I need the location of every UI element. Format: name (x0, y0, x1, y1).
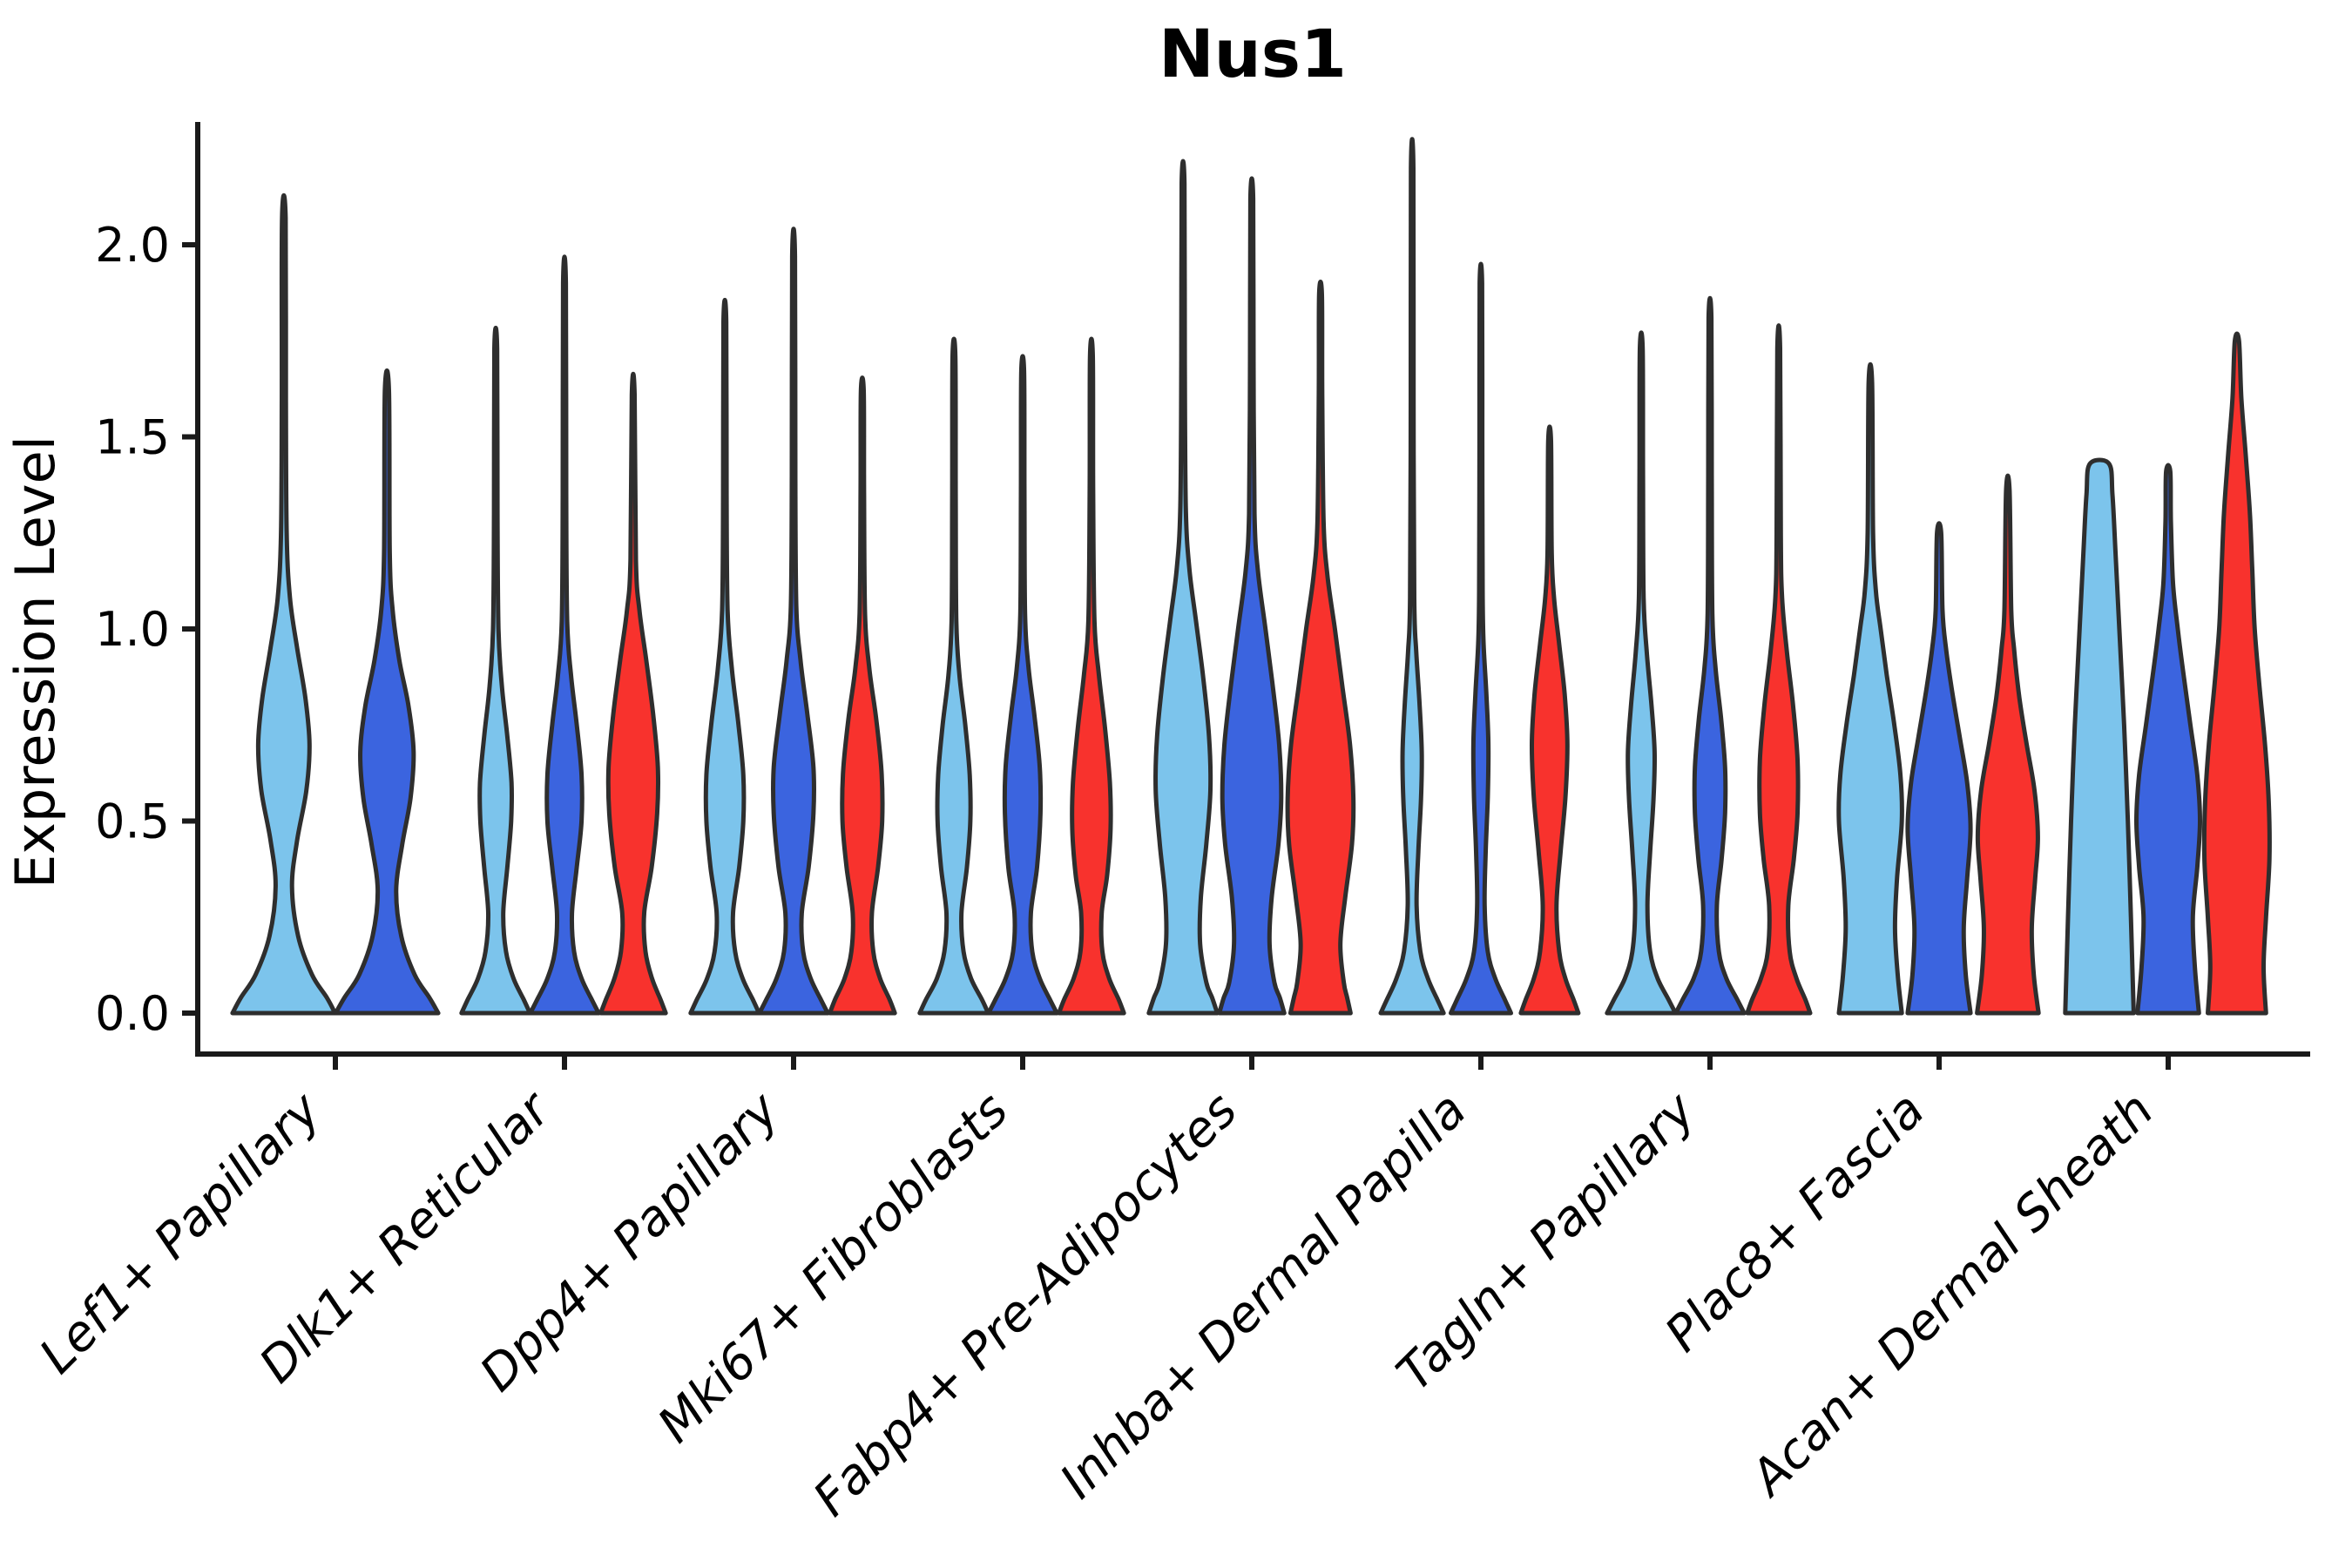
violin-lef1-papillary-dark_blue (333, 368, 441, 1016)
y-tick-label: 2.0 (95, 218, 170, 273)
violin-mki67-fibroblasts-light_blue (917, 336, 990, 1016)
violin-fabp4-pre-adipocytes-dark_blue (1217, 176, 1287, 1016)
violin-mki67-fibroblasts-dark_blue (986, 354, 1059, 1016)
x-tick-label-inhba-dermal-papilla: Inhba+ Dermal Papilla (1050, 1082, 1477, 1510)
chart-title: Nus1 (1159, 15, 1347, 92)
violin-tagln-papillary-red (1745, 323, 1813, 1016)
violin-plac8-fascia-dark_blue (1905, 521, 1973, 1016)
violin-acan-dermal-sheath-red (2201, 331, 2272, 1016)
violin-inhba-dermal-papilla-light_blue (1378, 137, 1446, 1016)
violin-acan-dermal-sheath-light_blue (2063, 457, 2136, 1016)
violin-fabp4-pre-adipocytes-red (1285, 279, 1356, 1016)
y-tick-label: 1.5 (95, 410, 170, 465)
violin-dlk1-reticular-light_blue (459, 326, 532, 1016)
violin-plac8-fascia-light_blue (1836, 362, 1904, 1016)
plot-area (230, 137, 2272, 1016)
violin-tagln-papillary-light_blue (1605, 330, 1678, 1016)
violin-dpp4-papillary-dark_blue (757, 226, 830, 1016)
violin-acan-dermal-sheath-dark_blue (2134, 463, 2202, 1016)
x-tick-label-acan-dermal-sheath: Acan+ Dermal Sheath (1739, 1082, 2165, 1508)
violin-lef1-papillary-light_blue (230, 193, 338, 1016)
violin-inhba-dermal-papilla-red (1518, 424, 1581, 1016)
y-tick-label: 1.0 (95, 602, 170, 657)
violin-dpp4-papillary-red (828, 375, 897, 1016)
y-tick-label: 0.0 (95, 986, 170, 1041)
violin-mki67-fibroblasts-red (1057, 336, 1126, 1016)
violin-fabp4-pre-adipocytes-light_blue (1146, 159, 1220, 1016)
y-axis-label: Expression Level (3, 436, 67, 889)
violin-dpp4-papillary-light_blue (688, 298, 761, 1016)
violin-tagln-papillary-dark_blue (1673, 295, 1747, 1016)
violin-dlk1-reticular-dark_blue (528, 254, 601, 1016)
violin-plac8-fascia-red (1975, 473, 2041, 1016)
x-tick-label-fabp4-pre-adipocytes: Fabp4+ Pre-Adipocytes (803, 1082, 1248, 1527)
violin-dlk1-reticular-red (598, 372, 668, 1016)
y-tick-label: 0.5 (95, 794, 170, 849)
violin-inhba-dermal-papilla-dark_blue (1449, 261, 1513, 1016)
